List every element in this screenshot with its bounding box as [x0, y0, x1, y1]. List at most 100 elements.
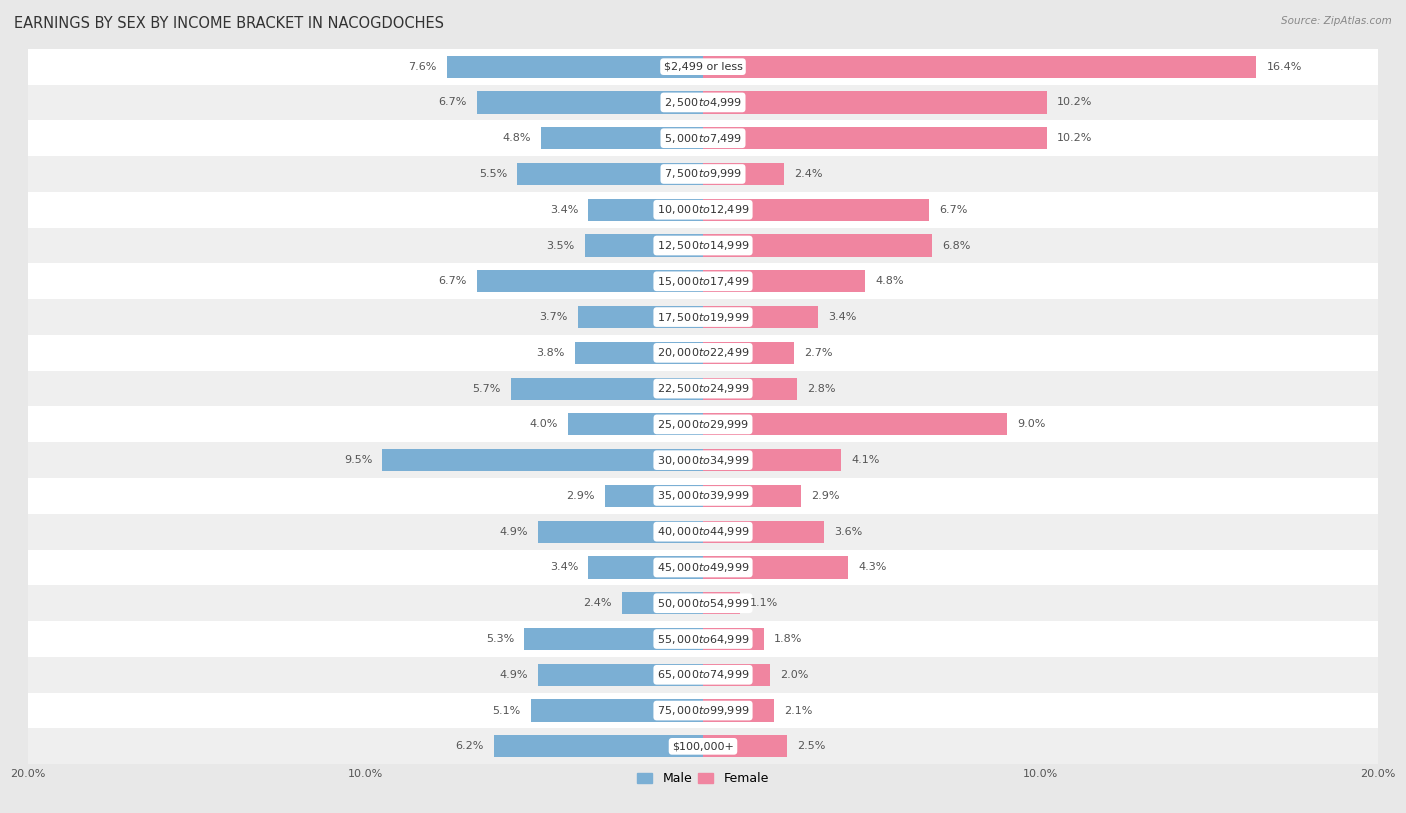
Bar — [517, 163, 703, 185]
Bar — [28, 657, 1378, 693]
Text: $50,000 to $54,999: $50,000 to $54,999 — [657, 597, 749, 610]
Bar — [703, 55, 1257, 78]
Bar — [28, 228, 1378, 263]
Text: $30,000 to $34,999: $30,000 to $34,999 — [657, 454, 749, 467]
Bar — [537, 520, 703, 543]
Bar — [703, 735, 787, 758]
Bar — [703, 520, 824, 543]
Text: 4.9%: 4.9% — [499, 527, 527, 537]
Text: 2.0%: 2.0% — [780, 670, 808, 680]
Text: 5.3%: 5.3% — [486, 634, 515, 644]
Bar — [703, 628, 763, 650]
Bar — [703, 485, 801, 507]
Text: 6.8%: 6.8% — [942, 241, 972, 250]
Text: 3.4%: 3.4% — [550, 563, 578, 572]
Text: 2.7%: 2.7% — [804, 348, 832, 358]
Text: $75,000 to $99,999: $75,000 to $99,999 — [657, 704, 749, 717]
Text: $65,000 to $74,999: $65,000 to $74,999 — [657, 668, 749, 681]
Bar — [28, 693, 1378, 728]
Text: $40,000 to $44,999: $40,000 to $44,999 — [657, 525, 749, 538]
Bar — [510, 377, 703, 400]
Text: 3.6%: 3.6% — [835, 527, 863, 537]
Bar — [28, 585, 1378, 621]
Text: 5.5%: 5.5% — [479, 169, 508, 179]
Text: $17,500 to $19,999: $17,500 to $19,999 — [657, 311, 749, 324]
Bar — [28, 621, 1378, 657]
Text: 1.1%: 1.1% — [751, 598, 779, 608]
Bar — [575, 341, 703, 364]
Bar — [537, 663, 703, 686]
Text: 3.8%: 3.8% — [536, 348, 565, 358]
Bar — [477, 270, 703, 293]
Text: 3.4%: 3.4% — [550, 205, 578, 215]
Bar — [703, 341, 794, 364]
Bar — [28, 550, 1378, 585]
Bar — [703, 270, 865, 293]
Bar — [621, 592, 703, 615]
Text: 5.7%: 5.7% — [472, 384, 501, 393]
Text: 2.4%: 2.4% — [583, 598, 612, 608]
Text: 6.7%: 6.7% — [439, 98, 467, 107]
Bar — [28, 406, 1378, 442]
Text: $15,000 to $17,499: $15,000 to $17,499 — [657, 275, 749, 288]
Bar — [524, 628, 703, 650]
Bar — [703, 592, 740, 615]
Text: 3.7%: 3.7% — [540, 312, 568, 322]
Bar — [28, 263, 1378, 299]
Text: 2.5%: 2.5% — [797, 741, 825, 751]
Bar — [494, 735, 703, 758]
Bar — [703, 91, 1047, 114]
Text: $45,000 to $49,999: $45,000 to $49,999 — [657, 561, 749, 574]
Text: $22,500 to $24,999: $22,500 to $24,999 — [657, 382, 749, 395]
Bar — [28, 156, 1378, 192]
Text: $55,000 to $64,999: $55,000 to $64,999 — [657, 633, 749, 646]
Text: 3.5%: 3.5% — [547, 241, 575, 250]
Text: $7,500 to $9,999: $7,500 to $9,999 — [664, 167, 742, 180]
Text: EARNINGS BY SEX BY INCOME BRACKET IN NACOGDOCHES: EARNINGS BY SEX BY INCOME BRACKET IN NAC… — [14, 16, 444, 31]
Bar — [382, 449, 703, 472]
Bar — [588, 556, 703, 579]
Text: 2.9%: 2.9% — [567, 491, 595, 501]
Text: 9.0%: 9.0% — [1017, 420, 1045, 429]
Legend: Male, Female: Male, Female — [633, 767, 773, 790]
Bar — [588, 198, 703, 221]
Text: $12,500 to $14,999: $12,500 to $14,999 — [657, 239, 749, 252]
Text: 6.7%: 6.7% — [439, 276, 467, 286]
Text: 4.3%: 4.3% — [858, 563, 887, 572]
Text: $35,000 to $39,999: $35,000 to $39,999 — [657, 489, 749, 502]
Text: 3.4%: 3.4% — [828, 312, 856, 322]
Text: 2.1%: 2.1% — [785, 706, 813, 715]
Bar — [531, 699, 703, 722]
Bar — [703, 163, 785, 185]
Text: 1.8%: 1.8% — [773, 634, 803, 644]
Bar — [703, 449, 841, 472]
Text: $5,000 to $7,499: $5,000 to $7,499 — [664, 132, 742, 145]
Bar — [703, 556, 848, 579]
Bar — [703, 377, 797, 400]
Text: 2.4%: 2.4% — [794, 169, 823, 179]
Text: 5.1%: 5.1% — [492, 706, 520, 715]
Bar — [447, 55, 703, 78]
Text: 6.2%: 6.2% — [456, 741, 484, 751]
Text: 4.8%: 4.8% — [875, 276, 904, 286]
Bar — [477, 91, 703, 114]
Text: $25,000 to $29,999: $25,000 to $29,999 — [657, 418, 749, 431]
Text: 4.0%: 4.0% — [530, 420, 558, 429]
Text: Source: ZipAtlas.com: Source: ZipAtlas.com — [1281, 16, 1392, 26]
Bar — [28, 85, 1378, 120]
Bar — [578, 306, 703, 328]
Bar — [703, 663, 770, 686]
Bar — [605, 485, 703, 507]
Bar — [28, 478, 1378, 514]
Text: 4.1%: 4.1% — [852, 455, 880, 465]
Bar — [541, 127, 703, 150]
Bar — [28, 192, 1378, 228]
Bar — [28, 335, 1378, 371]
Text: 10.2%: 10.2% — [1057, 98, 1092, 107]
Text: 7.6%: 7.6% — [408, 62, 436, 72]
Bar — [28, 120, 1378, 156]
Bar — [703, 198, 929, 221]
Bar — [703, 234, 932, 257]
Text: 10.2%: 10.2% — [1057, 133, 1092, 143]
Bar — [28, 442, 1378, 478]
